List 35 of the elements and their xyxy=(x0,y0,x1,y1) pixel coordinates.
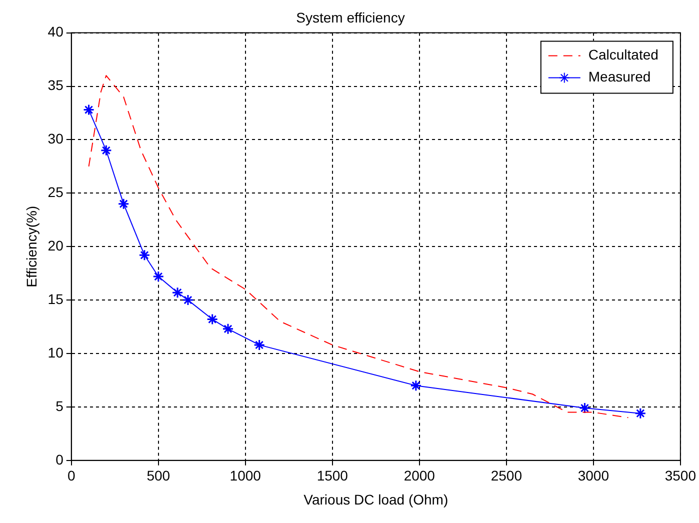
point xyxy=(410,380,422,392)
y-tick-label: 10 xyxy=(48,344,64,360)
x-tick-label: 3000 xyxy=(578,468,610,484)
y-axis-title: Efficiency(%) xyxy=(23,206,40,288)
point xyxy=(118,198,130,210)
point xyxy=(152,270,164,282)
point xyxy=(100,144,112,156)
point xyxy=(138,249,150,261)
y-tick-label: 20 xyxy=(48,237,64,254)
point xyxy=(254,339,266,351)
x-axis-title: Various DC load (Ohm) xyxy=(304,491,448,508)
legend-label: Calcultated xyxy=(588,46,658,63)
point xyxy=(206,314,218,326)
chart-title: System efficiency xyxy=(296,9,405,26)
y-tick-label: 25 xyxy=(48,184,64,200)
x-tick-label: 1500 xyxy=(316,468,348,484)
point xyxy=(222,323,234,335)
y-tick-label: 15 xyxy=(48,290,64,307)
point xyxy=(634,408,646,420)
x-tick-label: 1000 xyxy=(230,468,262,484)
point xyxy=(182,294,194,306)
x-tick-label: 2000 xyxy=(404,468,436,484)
x-tick-label: 0 xyxy=(67,468,76,484)
x-tick-label: 500 xyxy=(146,468,170,484)
point xyxy=(83,104,95,116)
x-tick-label: 3500 xyxy=(664,468,696,484)
x-tick-label: 2500 xyxy=(490,468,522,484)
y-tick-label: 35 xyxy=(48,77,64,94)
point xyxy=(578,402,590,414)
y-tick-label: 5 xyxy=(56,398,64,414)
y-tick-label: 30 xyxy=(48,130,64,147)
y-tick-label: 0 xyxy=(56,451,64,468)
point xyxy=(172,286,184,298)
legend-label: Measured xyxy=(588,68,651,85)
y-tick-label: 40 xyxy=(48,24,64,40)
